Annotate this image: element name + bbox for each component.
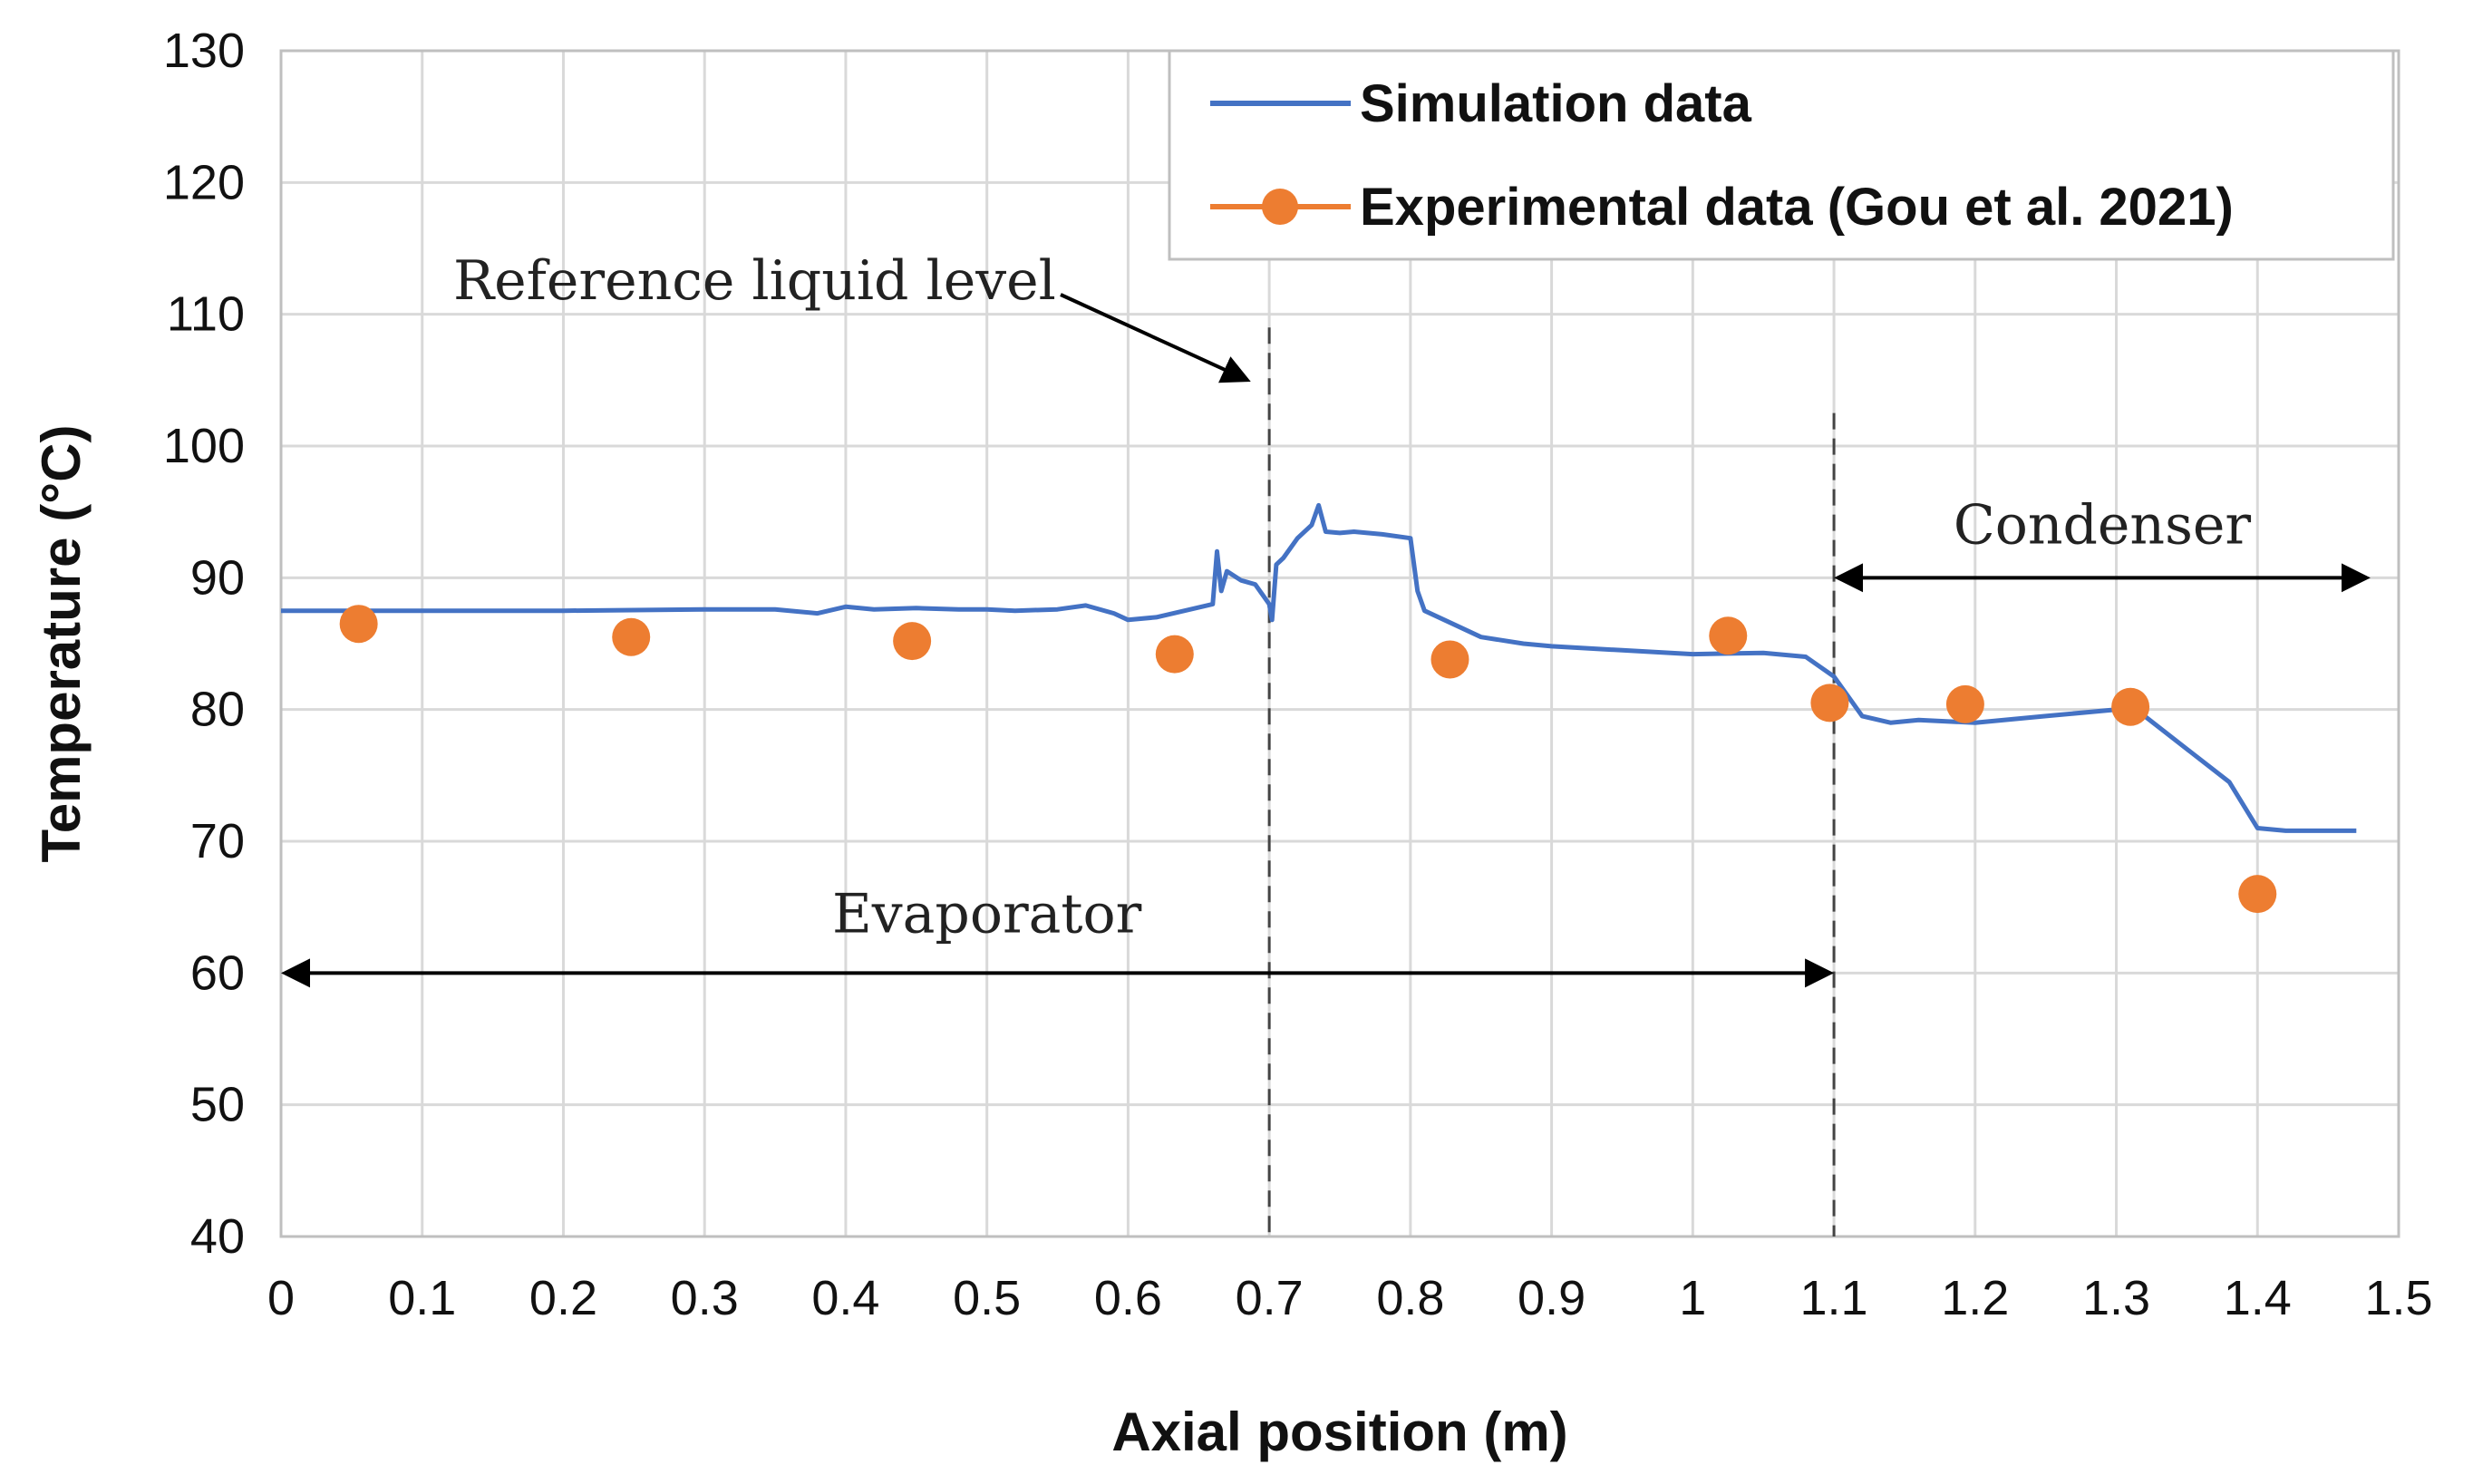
experimental-data-point — [893, 622, 932, 661]
x-tick-label: 0.6 — [1094, 1271, 1162, 1325]
legend-marker-experimental — [1262, 189, 1298, 225]
x-tick-label: 0.4 — [811, 1271, 879, 1325]
reference-liquid-level-pointer-arrow — [1060, 293, 1251, 383]
y-tick-label: 60 — [190, 946, 245, 1000]
legend-box — [1168, 49, 2395, 261]
y-tick-label: 90 — [190, 550, 245, 605]
y-tick-label: 50 — [190, 1078, 245, 1132]
y-tick-label: 110 — [167, 287, 245, 342]
experimental-data-point — [612, 617, 651, 656]
x-tick-label: 1.5 — [2364, 1271, 2432, 1325]
legend-label-simulation: Simulation data — [1360, 74, 1752, 133]
y-tick-label: 130 — [163, 24, 245, 78]
x-tick-label: 1.4 — [2224, 1271, 2292, 1325]
experimental-data-point — [1945, 684, 1984, 723]
x-tick-label: 0.9 — [1518, 1271, 1586, 1325]
evaporator-label: Evaporator — [832, 882, 1142, 946]
legend-label-experimental: Experimental data (Gou et al. 2021) — [1360, 178, 2234, 237]
experimental-data-point — [1709, 616, 1748, 655]
experimental-data-point — [1430, 640, 1469, 679]
x-tick-label: 1.3 — [2082, 1271, 2150, 1325]
experimental-data-point — [339, 605, 378, 644]
y-tick-label: 40 — [190, 1209, 245, 1264]
x-axis-title: Axial position (m) — [1111, 1402, 1567, 1462]
y-axis-title: Temperature (°C) — [31, 425, 92, 863]
x-tick-label: 0 — [267, 1271, 295, 1325]
reference-liquid-level-label: Reference liquid level — [453, 249, 1056, 313]
y-tick-label: 120 — [163, 155, 245, 209]
y-tick-label: 80 — [190, 683, 245, 737]
x-tick-label: 0.7 — [1236, 1271, 1304, 1325]
x-axis-tick-labels: 0 0.1 0.2 0.3 0.4 0.5 0.6 0.7 0.8 0.9 1 1.1 1.2 1.3 1.… — [267, 1271, 2433, 1325]
x-tick-label: 0.2 — [529, 1271, 597, 1325]
y-tick-label: 100 — [163, 419, 245, 473]
experimental-data-point — [1810, 684, 1849, 723]
x-tick-label: 0.3 — [671, 1271, 739, 1325]
experimental-data-point — [2238, 875, 2277, 914]
data-series — [281, 502, 2357, 914]
condenser-label: Condenser — [1954, 493, 2252, 557]
x-tick-label: 1 — [1679, 1271, 1706, 1325]
x-tick-label: 1.2 — [1941, 1271, 2009, 1325]
y-axis-tick-labels: 40 50 60 70 80 90 100 110 120 130 — [163, 24, 245, 1264]
y-tick-label: 70 — [190, 814, 245, 868]
experimental-data-point — [2111, 687, 2150, 726]
x-tick-label: 0.8 — [1376, 1271, 1444, 1325]
simulation-data-line — [281, 502, 2357, 833]
x-tick-label: 0.5 — [953, 1271, 1021, 1325]
x-tick-label: 1.1 — [1800, 1271, 1868, 1325]
x-tick-label: 0.1 — [388, 1271, 456, 1325]
experimental-data-point — [1155, 635, 1194, 674]
legend: Simulation data Experimental data (Gou e… — [1168, 49, 2395, 261]
annotations: Evaporator Condenser Reference liquid le… — [281, 249, 2371, 1237]
